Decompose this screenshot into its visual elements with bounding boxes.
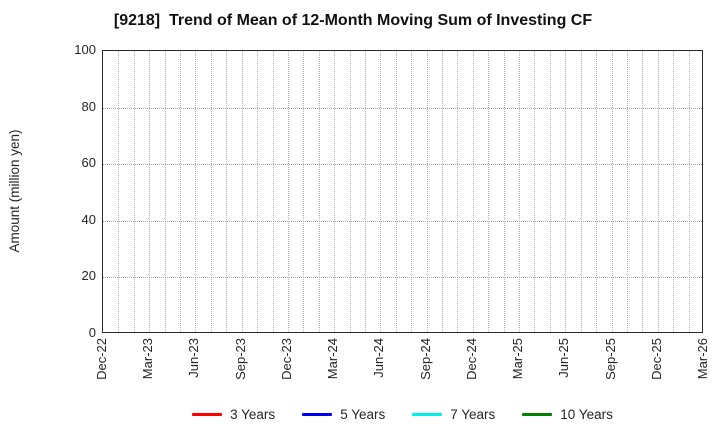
plot-area bbox=[102, 50, 703, 333]
legend-item-10-years: 10 Years bbox=[522, 407, 613, 422]
vertical-gridline bbox=[180, 51, 182, 332]
vertical-gridline bbox=[210, 51, 212, 332]
horizontal-gridline bbox=[103, 277, 702, 279]
legend-line-swatch bbox=[522, 412, 553, 416]
vertical-gridline bbox=[642, 51, 644, 332]
vertical-gridline bbox=[534, 51, 536, 332]
legend-label: 10 Years bbox=[560, 406, 613, 422]
vertical-gridline bbox=[334, 51, 336, 332]
horizontal-gridline bbox=[103, 220, 702, 222]
vertical-gridline bbox=[195, 51, 197, 332]
chart-title: [9218] Trend of Mean of 12-Month Moving … bbox=[113, 12, 593, 29]
x-tick-label: Mar-25 bbox=[510, 338, 526, 380]
y-tick-label: 100 bbox=[74, 42, 96, 57]
y-tick-label: 60 bbox=[81, 155, 96, 171]
vertical-gridline bbox=[688, 51, 690, 332]
vertical-gridline bbox=[164, 51, 166, 332]
vertical-gridline bbox=[149, 51, 151, 332]
horizontal-gridline bbox=[103, 107, 702, 109]
legend-item-3-years: 3 Years bbox=[192, 407, 275, 422]
legend: 3 Years 5 Years 7 Years 10 Years bbox=[102, 405, 703, 423]
vertical-gridline bbox=[442, 51, 444, 332]
x-tick-label: Sep-23 bbox=[232, 338, 248, 380]
legend-item-7-years: 7 Years bbox=[412, 407, 495, 422]
vertical-gridline bbox=[519, 51, 521, 332]
x-tick-label: Mar-23 bbox=[140, 338, 156, 380]
vertical-gridline bbox=[303, 51, 305, 332]
x-tick-label: Mar-24 bbox=[325, 338, 341, 380]
vertical-gridline bbox=[364, 51, 366, 332]
x-tick-label: Sep-24 bbox=[417, 338, 433, 380]
x-tick-label: Dec-23 bbox=[278, 338, 294, 380]
x-tick-label: Dec-24 bbox=[463, 338, 479, 380]
vertical-gridline bbox=[380, 51, 382, 332]
vertical-gridline bbox=[349, 51, 351, 332]
y-axis-label: Amount (million yen) bbox=[7, 129, 22, 253]
vertical-gridline bbox=[287, 51, 289, 332]
legend-label: 3 Years bbox=[230, 406, 276, 422]
vertical-gridline bbox=[657, 51, 659, 332]
x-tick-label: Jun-25 bbox=[556, 338, 572, 378]
vertical-gridline bbox=[133, 51, 135, 332]
legend-line-swatch bbox=[302, 412, 333, 416]
vertical-gridline bbox=[226, 51, 228, 332]
x-tick-label: Sep-25 bbox=[602, 338, 618, 380]
x-tick-label: Dec-25 bbox=[648, 338, 664, 380]
legend-item-5-years: 5 Years bbox=[302, 407, 385, 422]
vertical-gridline bbox=[611, 51, 613, 332]
vertical-gridline bbox=[580, 51, 582, 332]
vertical-gridline bbox=[673, 51, 675, 332]
vertical-gridline bbox=[241, 51, 243, 332]
legend-line-swatch bbox=[412, 412, 443, 416]
x-tick-label: Jun-23 bbox=[186, 338, 202, 378]
y-tick-label: 40 bbox=[81, 211, 96, 227]
vertical-gridline bbox=[596, 51, 598, 332]
legend-label: 5 Years bbox=[340, 406, 386, 422]
legend-line-swatch bbox=[192, 412, 223, 416]
vertical-gridline bbox=[565, 51, 567, 332]
legend-label: 7 Years bbox=[450, 406, 496, 422]
x-tick-label: Jun-24 bbox=[371, 338, 387, 378]
x-tick-label: Dec-22 bbox=[94, 338, 109, 380]
horizontal-gridline bbox=[103, 164, 702, 166]
y-tick-label: 0 bbox=[88, 325, 96, 340]
vertical-gridline bbox=[426, 51, 428, 332]
y-tick-label: 80 bbox=[81, 98, 96, 114]
vertical-gridline bbox=[457, 51, 459, 332]
vertical-gridline bbox=[488, 51, 490, 332]
vertical-gridline bbox=[503, 51, 505, 332]
y-tick-label: 20 bbox=[81, 268, 96, 284]
vertical-gridline bbox=[318, 51, 320, 332]
vertical-gridline bbox=[626, 51, 628, 332]
vertical-gridline bbox=[272, 51, 274, 332]
vertical-gridline bbox=[395, 51, 397, 332]
vertical-gridline bbox=[257, 51, 259, 332]
vertical-gridline bbox=[411, 51, 413, 332]
vertical-gridline bbox=[472, 51, 474, 332]
vertical-gridline bbox=[118, 51, 120, 332]
x-tick-label: Mar-26 bbox=[695, 338, 710, 380]
vertical-gridline bbox=[549, 51, 551, 332]
